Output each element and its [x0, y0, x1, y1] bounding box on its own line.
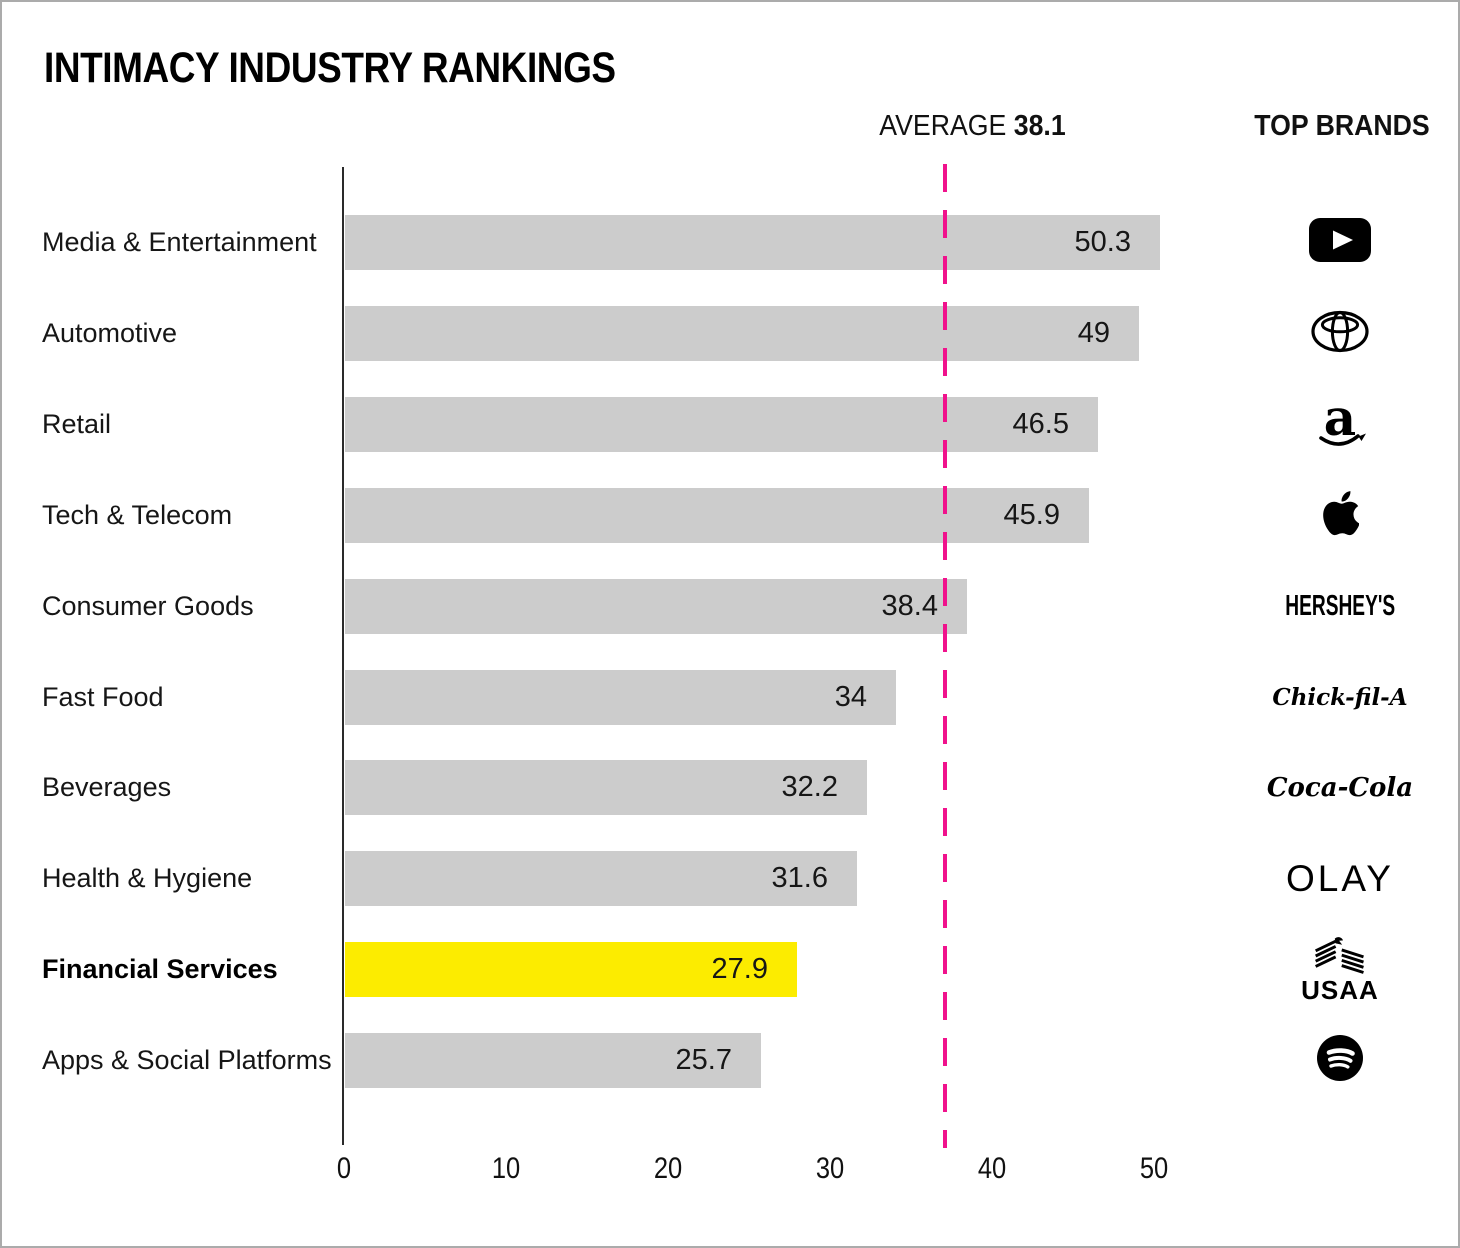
amazon-logo-icon: a — [1313, 388, 1367, 456]
category-label-fast-food: Fast Food — [42, 682, 164, 712]
bar-value-apps-social-platforms: 25.7 — [675, 1044, 732, 1076]
category-label-automotive: Automotive — [42, 318, 178, 348]
hersheys-logo: HERSHEY'S — [1285, 590, 1395, 622]
bar-value-health-hygiene: 31.6 — [771, 862, 828, 894]
bar-fast-food — [345, 670, 896, 725]
top-brands-header: TOP BRANDS — [1254, 110, 1430, 142]
bar-apps-social-platforms — [345, 1033, 761, 1088]
top-brand-coca-cola: Coca-Cola — [1242, 760, 1438, 815]
bar-automotive — [345, 306, 1139, 361]
average-dashed-line — [943, 164, 947, 1148]
bar-financial-services — [345, 942, 797, 997]
category-label-media-entertainment: Media & Entertainment — [42, 227, 317, 257]
top-brand-hershey-s: HERSHEY'S — [1242, 579, 1438, 634]
bar-value-media-entertainment: 50.3 — [1074, 226, 1131, 258]
bar-health-hygiene — [345, 851, 857, 906]
bar-value-automotive: 49 — [1077, 317, 1110, 349]
toyota-logo-icon — [1310, 310, 1370, 358]
top-brand-usaa: USAA — [1242, 937, 1438, 1003]
x-tick-50: 50 — [1139, 1152, 1169, 1185]
bar-value-tech-telecom: 45.9 — [1003, 499, 1060, 531]
category-label-beverages: Beverages — [42, 772, 172, 802]
category-label-retail: Retail — [42, 409, 112, 439]
category-label-financial-services: Financial Services — [42, 954, 278, 984]
top-brand-amazon: a — [1242, 388, 1438, 452]
olay-logo: OLAY — [1286, 857, 1394, 899]
svg-text:a: a — [1324, 393, 1356, 447]
x-tick-30: 30 — [815, 1152, 845, 1185]
page-title: INTIMACY INDUSTRY RANKINGS — [44, 44, 616, 92]
category-label-apps-social-platforms: Apps & Social Platforms — [42, 1045, 332, 1075]
top-brand-toyota — [1242, 306, 1438, 361]
usaa-logo: USAA — [1301, 936, 1379, 1003]
x-tick-20: 20 — [653, 1152, 683, 1185]
average-label: AVERAGE 38.1 — [832, 110, 1113, 143]
category-label-tech-telecom: Tech & Telecom — [42, 500, 233, 530]
top-brand-apple — [1242, 488, 1438, 543]
average-word: AVERAGE — [879, 110, 1007, 142]
usaa-eagle-icon — [1314, 937, 1364, 974]
youtube-logo-icon — [1309, 218, 1371, 267]
bar-value-financial-services: 27.9 — [711, 953, 768, 985]
spotify-logo-icon — [1316, 1034, 1364, 1087]
bar-media-entertainment — [345, 215, 1160, 270]
apple-logo-icon — [1321, 490, 1360, 541]
bar-value-retail: 46.5 — [1012, 408, 1069, 440]
bar-tech-telecom — [345, 488, 1089, 543]
top-brand-youtube — [1242, 215, 1438, 270]
top-brand-chick-fil-a: Chick-fil-A — [1242, 670, 1438, 725]
chick-fil-a-logo: Chick-fil-A — [1272, 684, 1408, 711]
y-axis-line — [342, 167, 344, 1145]
top-brand-spotify — [1242, 1033, 1438, 1088]
coca-cola-logo: Coca-Cola — [1266, 772, 1414, 803]
bar-value-beverages: 32.2 — [781, 771, 838, 803]
bar-consumer-goods — [345, 579, 967, 634]
bar-value-consumer-goods: 38.4 — [881, 590, 938, 622]
top-brand-olay: OLAY — [1242, 851, 1438, 906]
x-tick-40: 40 — [977, 1152, 1007, 1185]
bar-retail — [345, 397, 1098, 452]
category-label-health-hygiene: Health & Hygiene — [42, 863, 253, 893]
category-label-consumer-goods: Consumer Goods — [42, 591, 254, 621]
bar-value-fast-food: 34 — [834, 681, 867, 713]
bar-beverages — [345, 760, 867, 815]
x-tick-0: 0 — [336, 1152, 352, 1185]
average-value: 38.1 — [1013, 110, 1066, 142]
x-tick-10: 10 — [491, 1152, 521, 1185]
